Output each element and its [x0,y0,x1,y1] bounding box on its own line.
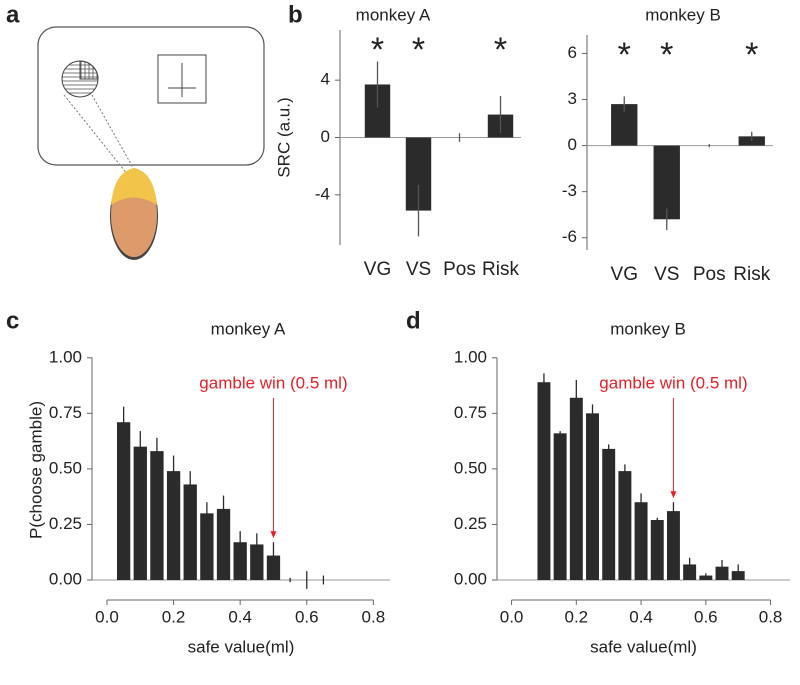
bar [553,433,567,580]
panel-label: d [406,307,421,334]
bar [250,544,264,580]
chart-title: monkey A [356,5,431,24]
y-tick-label: 0.50 [454,458,487,477]
y-tick-label: 3 [568,89,577,108]
bar [133,446,147,580]
bar [116,422,131,580]
bar [634,502,648,580]
bar [618,471,632,580]
bar [683,564,697,580]
chart-title: monkey A [211,319,286,338]
x-tick-label: VG [611,264,638,285]
bar [150,451,164,580]
bar [537,382,551,580]
y-tick-label: 0.00 [49,569,82,588]
y-tick-label: 0.25 [454,514,487,533]
x-tick-label: VS [654,264,679,285]
x-tick-label: VS [406,259,431,280]
significance-star: * [745,36,758,74]
x-tick-label: 0.4 [228,607,252,626]
bar [183,484,197,580]
arrow-head [270,531,277,539]
y-tick-label: -3 [562,181,577,200]
x-tick-label: VG [364,259,391,280]
bar [166,471,181,580]
panel-label: c [6,307,19,334]
y-tick-label: -4 [315,184,330,203]
x-tick-label: 0.6 [295,607,319,626]
y-tick-label: 4 [321,70,330,89]
x-tick-label: 0.2 [162,607,186,626]
x-tick-label: Risk [733,264,770,285]
bar [650,520,664,580]
bar [738,136,765,146]
x-axis-label: safe value(ml) [590,637,697,656]
annotation: gamble win (0.5 ml) [599,373,747,392]
bar [586,413,599,580]
x-tick-label: 0.0 [500,607,524,626]
bar [216,508,231,580]
bar [233,542,247,580]
y-tick-label: 1.00 [49,347,82,366]
y-tick-label: 6 [568,43,577,62]
x-tick-label: Pos [443,259,476,280]
y-tick-label: 0 [568,135,577,154]
significance-star: * [660,36,673,74]
x-tick-label: Pos [693,264,726,285]
y-tick-label: 1.00 [454,347,487,366]
panel-label: b [288,1,303,28]
bar [715,566,729,580]
y-tick-label: 0.50 [49,458,82,477]
y-tick-label: -6 [562,227,577,246]
y-tick-label: 0.75 [49,403,82,422]
y-tick-label: 0 [321,127,330,146]
task-diagram [37,26,265,260]
bar [602,448,616,580]
bar [200,513,214,580]
bar [653,145,680,220]
y-tick-label: 0.25 [49,514,82,533]
significance-star: * [412,31,425,69]
x-tick-label: Risk [482,259,519,280]
x-tick-label: 0.8 [362,607,386,626]
x-tick-label: 0.0 [95,607,119,626]
bar [666,511,680,580]
chart-title: monkey B [645,5,721,24]
y-axis-label: P(choose gamble) [26,401,45,539]
x-tick-label: 0.6 [694,607,718,626]
y-tick-label: 0.75 [454,403,487,422]
x-tick-label: 0.2 [565,607,589,626]
annotation: gamble win (0.5 ml) [199,373,347,392]
y-tick-label: 0.00 [454,569,487,588]
bar [569,397,583,580]
arrow-head [670,491,677,499]
significance-star: * [371,31,384,69]
x-tick-label: 0.4 [629,607,653,626]
significance-star: * [494,31,507,69]
panel-label: a [6,1,20,28]
y-axis-label: SRC (a.u.) [274,97,293,177]
significance-star: * [618,36,631,74]
chart-title: monkey B [610,319,686,338]
x-axis-label: safe value(ml) [188,637,295,656]
x-tick-label: 0.8 [759,607,783,626]
